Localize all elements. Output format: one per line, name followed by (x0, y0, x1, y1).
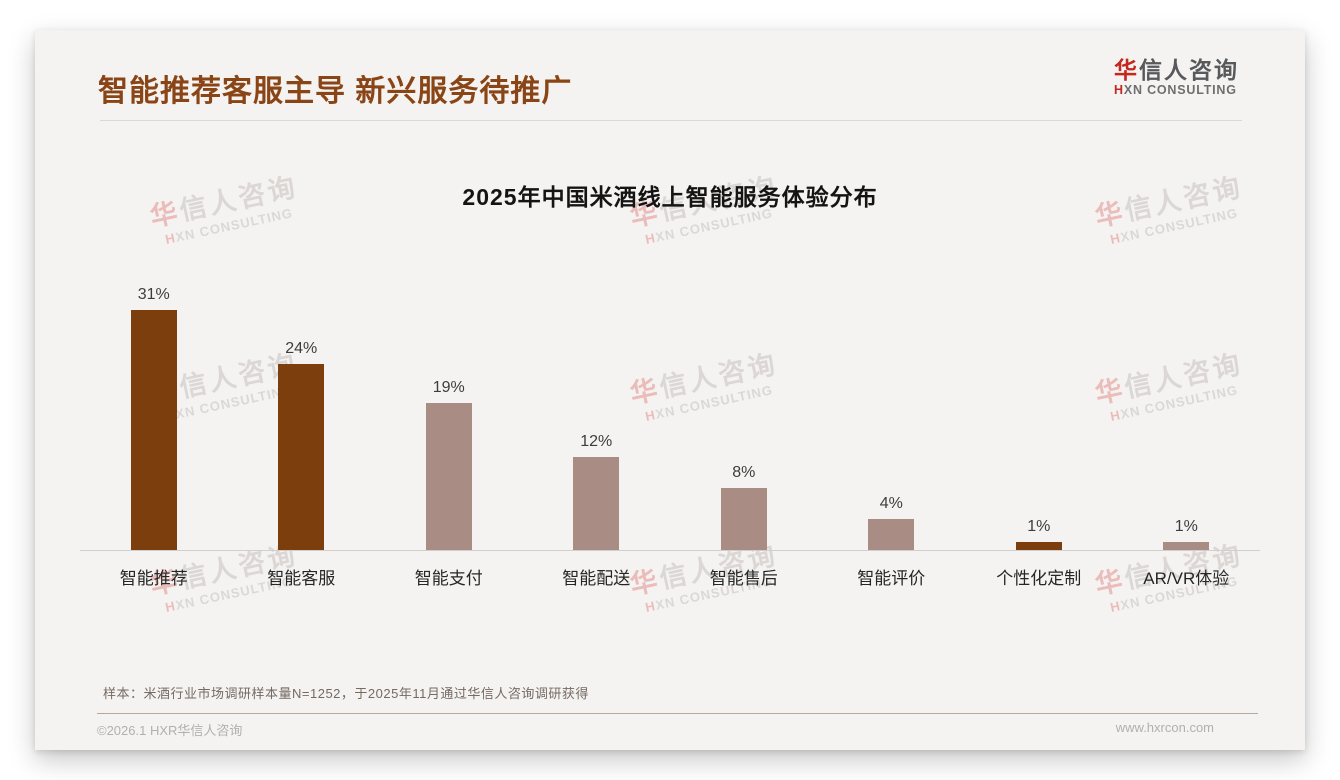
bar-column: 4% (818, 495, 966, 550)
footer-copyright: ©2026.1 HXR华信人咨询 (97, 723, 243, 738)
bar-value-label: 12% (580, 433, 613, 450)
category-label-智能配送: 智能配送 (562, 569, 631, 588)
bar-column: 12% (523, 433, 671, 550)
footer-website: www.hxrcon.com (1115, 720, 1214, 735)
footer-bar: ©2026.1 HXR华信人咨询 www.hxrcon.com (97, 720, 1214, 739)
logo-cn-gray-chars: 信人咨询 (1139, 57, 1239, 83)
bar-chart-plot-area: 31% 24% 19% 12% 8% 4% 1% 1% (80, 285, 1260, 550)
bar-AR/VR体验 (1163, 542, 1210, 550)
logo-en-gray-chars: XN CONSULTING (1123, 83, 1237, 98)
bar-智能推荐 (130, 310, 177, 550)
bar-column: 8% (670, 464, 818, 550)
slide-card: 智能推荐客服主导 新兴服务待推广 华信人咨询 HXN CONSULTING 华信… (35, 30, 1305, 750)
page-title: 智能推荐客服主导 新兴服务待推广 (98, 75, 573, 108)
category-label-智能客服: 智能客服 (267, 569, 336, 588)
category-label-智能评价: 智能评价 (857, 569, 926, 588)
category-label-智能支付: 智能支付 (414, 569, 483, 588)
bar-value-label: 1% (1027, 518, 1051, 535)
chart-title: 2025年中国米酒线上智能服务体验分布 (462, 184, 878, 210)
bar-column: 19% (375, 379, 523, 550)
sample-footnote: 样本：米酒行业市场调研样本量N=1252，于2025年11月通过华信人咨询调研获… (103, 686, 589, 701)
category-label-AR/VR体验: AR/VR体验 (1143, 569, 1230, 588)
bar-value-label: 19% (432, 379, 465, 396)
bar-智能客服 (278, 364, 325, 550)
bar-value-label: 1% (1174, 518, 1198, 535)
company-logo: 华信人咨询 HXN CONSULTING (1114, 57, 1239, 97)
x-axis-line (80, 550, 1260, 551)
category-label-智能售后: 智能售后 (709, 569, 778, 588)
x-axis-category-labels: 智能推荐 智能客服 智能支付 智能配送 智能售后 智能评价 个性化定制 AR/VR体验 (80, 564, 1260, 589)
bar-column: 31% (80, 286, 228, 550)
bar-column: 24% (228, 340, 376, 550)
logo-cn-red-char: 华 (1114, 57, 1139, 83)
bar-智能配送 (573, 457, 620, 550)
bar-column: 1% (965, 518, 1113, 550)
bar-value-label: 8% (732, 464, 756, 481)
logo-english-name: HXN CONSULTING (1114, 83, 1239, 97)
bar-智能评价 (868, 519, 915, 550)
bar-个性化定制 (1015, 542, 1062, 550)
bar-column: 1% (1113, 518, 1261, 550)
bar-智能支付 (425, 403, 472, 550)
bar-value-label: 24% (285, 340, 318, 357)
category-label-智能推荐: 智能推荐 (119, 569, 188, 588)
footer-divider (97, 713, 1258, 714)
category-label-个性化定制: 个性化定制 (996, 569, 1082, 588)
bar-value-label: 31% (137, 286, 170, 303)
logo-en-red-char: H (1114, 83, 1124, 98)
bar-智能售后 (720, 488, 767, 550)
logo-chinese-name: 华信人咨询 (1114, 57, 1239, 83)
bar-value-label: 4% (879, 495, 903, 512)
header-divider (100, 120, 1242, 121)
